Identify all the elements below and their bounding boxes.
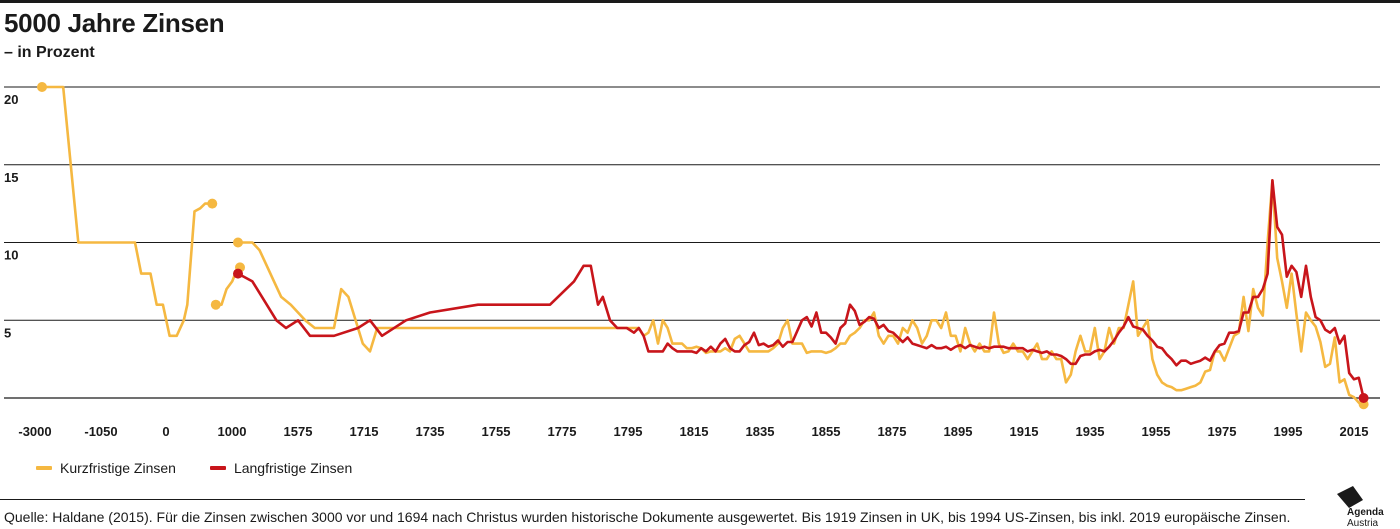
x-tick-label: 1895 [944, 424, 973, 439]
x-tick-label: 1815 [680, 424, 709, 439]
x-tick-label: 1755 [482, 424, 511, 439]
legend-item-long: Langfristige Zinsen [209, 460, 353, 476]
chart-subtitle: – in Prozent [4, 44, 95, 61]
logo-line-2: Austria [1347, 518, 1379, 529]
legend: Kurzfristige Zinsen Langfristige Zinsen [36, 460, 352, 476]
source-note: Quelle: Haldane (2015). Für die Zinsen z… [4, 509, 1291, 525]
x-tick-label: 1935 [1076, 424, 1105, 439]
legend-swatch-long [209, 466, 226, 470]
x-tick-label: 1975 [1208, 424, 1237, 439]
series-marker-short-start [37, 82, 47, 92]
series-marker-long-end [1358, 393, 1369, 403]
series-line-short-segment-2 [236, 179, 1365, 406]
x-tick-label: 1575 [284, 424, 313, 439]
x-tick-label: 0 [162, 424, 169, 439]
x-tick-label: 1795 [614, 424, 643, 439]
logo-text: Agenda Austria [1347, 507, 1384, 529]
x-tick-label: 1855 [812, 424, 841, 439]
legend-swatch-short [36, 466, 52, 470]
x-tick-label: 1995 [1274, 424, 1303, 439]
y-tick-label: 5 [4, 325, 11, 340]
top-rule [0, 0, 1400, 3]
logo-line-1: Agenda [1347, 507, 1384, 518]
x-tick-label: -3000 [18, 424, 51, 439]
x-tick-label: 2015 [1340, 424, 1369, 439]
series-line-short-segment-0 [40, 85, 214, 338]
bottom-rule [0, 499, 1305, 500]
x-tick-label: 1915 [1010, 424, 1039, 439]
series-marker-long-start [233, 268, 243, 279]
y-tick-label: 20 [4, 92, 18, 107]
chart-title: 5000 Jahre Zinsen [4, 8, 225, 38]
series-marker-short-start [233, 237, 243, 248]
x-tick-label: -1050 [84, 424, 117, 439]
agenda-austria-logo [1337, 486, 1363, 508]
y-tick-label: 10 [4, 248, 18, 263]
x-tick-label: 1835 [746, 424, 775, 439]
legend-item-short: Kurzfristige Zinsen [36, 460, 176, 476]
legend-label-long: Langfristige Zinsen [233, 460, 353, 476]
x-tick-label: 1715 [350, 424, 379, 439]
y-tick-label: 15 [4, 170, 18, 185]
series-line-long-segment-0 [236, 179, 1365, 400]
line-chart: 5 10 15 20 -3000 -1050 0 1000 1575 1715 1735 1755 17… [4, 82, 1380, 439]
x-tick-label: 1735 [416, 424, 445, 439]
x-tick-label: 1875 [878, 424, 907, 439]
series-marker-short-end [207, 198, 218, 209]
legend-label-short: Kurzfristige Zinsen [60, 460, 176, 476]
series-marker-short-start [210, 299, 221, 310]
x-tick-label: 1955 [1142, 424, 1171, 439]
x-tick-label: 1775 [548, 424, 577, 439]
x-tick-label: 1000 [218, 424, 247, 439]
